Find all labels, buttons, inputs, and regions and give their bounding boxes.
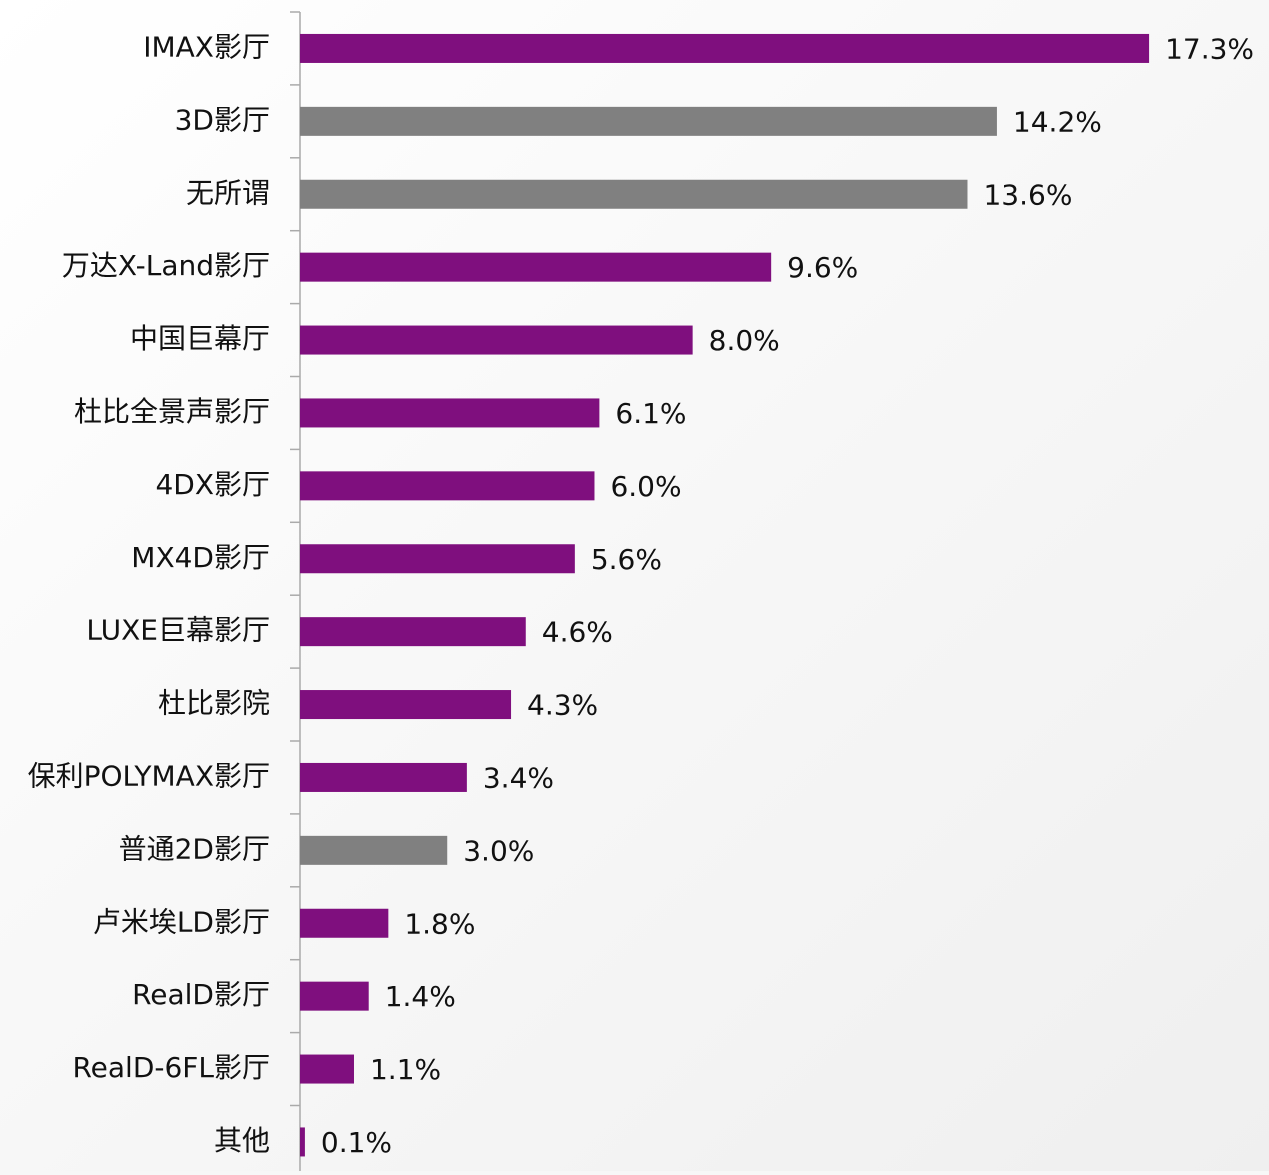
- bar: [300, 179, 968, 209]
- value-label: 0.1%: [321, 1126, 392, 1159]
- category-label: 其他: [214, 1124, 270, 1157]
- value-label: 1.8%: [404, 907, 475, 940]
- bar: [300, 325, 693, 355]
- bar: [300, 690, 512, 720]
- category-label: MX4D影厅: [131, 541, 270, 574]
- bar: [300, 398, 600, 428]
- value-label: 8.0%: [709, 324, 780, 357]
- bar: [300, 762, 467, 792]
- category-label: 卢米埃LD影厅: [93, 905, 270, 938]
- category-label: 4DX影厅: [155, 468, 270, 501]
- value-label: 6.0%: [610, 470, 681, 503]
- bar: [300, 908, 389, 938]
- value-label: 4.6%: [542, 616, 613, 649]
- bar: [300, 1054, 354, 1084]
- value-label: 4.3%: [527, 689, 598, 722]
- value-label: 14.2%: [1013, 105, 1102, 138]
- category-label: RealD-6FL影厅: [72, 1051, 270, 1084]
- bar: [300, 544, 575, 574]
- value-label: 3.4%: [483, 761, 554, 794]
- value-label: 6.1%: [615, 397, 686, 430]
- value-label: 1.4%: [385, 980, 456, 1013]
- bar: [300, 835, 448, 865]
- value-label: 5.6%: [591, 543, 662, 576]
- bar: [300, 1127, 305, 1157]
- value-label: 9.6%: [787, 251, 858, 284]
- category-label: 无所谓: [186, 176, 270, 209]
- bar: [300, 33, 1150, 63]
- value-label: 3.0%: [463, 834, 534, 867]
- bar: [300, 981, 369, 1011]
- category-label: LUXE巨幕影厅: [86, 614, 270, 647]
- bar: [300, 617, 526, 647]
- category-label: IMAX影厅: [143, 30, 270, 63]
- bar: [300, 471, 595, 501]
- category-label: 3D影厅: [175, 103, 270, 136]
- bar: [300, 106, 997, 136]
- category-label: 杜比影院: [158, 687, 270, 720]
- value-label: 1.1%: [370, 1053, 441, 1086]
- category-label: 中国巨幕厅: [130, 322, 270, 355]
- value-label: 13.6%: [983, 178, 1072, 211]
- category-label: 万达X-Land影厅: [62, 249, 270, 282]
- category-label: 普通2D影厅: [119, 832, 270, 865]
- category-label: 保利POLYMAX影厅: [28, 759, 270, 792]
- bar: [300, 252, 772, 282]
- value-label: 17.3%: [1165, 32, 1254, 65]
- category-label: RealD影厅: [132, 978, 270, 1011]
- category-label: 杜比全景声影厅: [74, 395, 270, 428]
